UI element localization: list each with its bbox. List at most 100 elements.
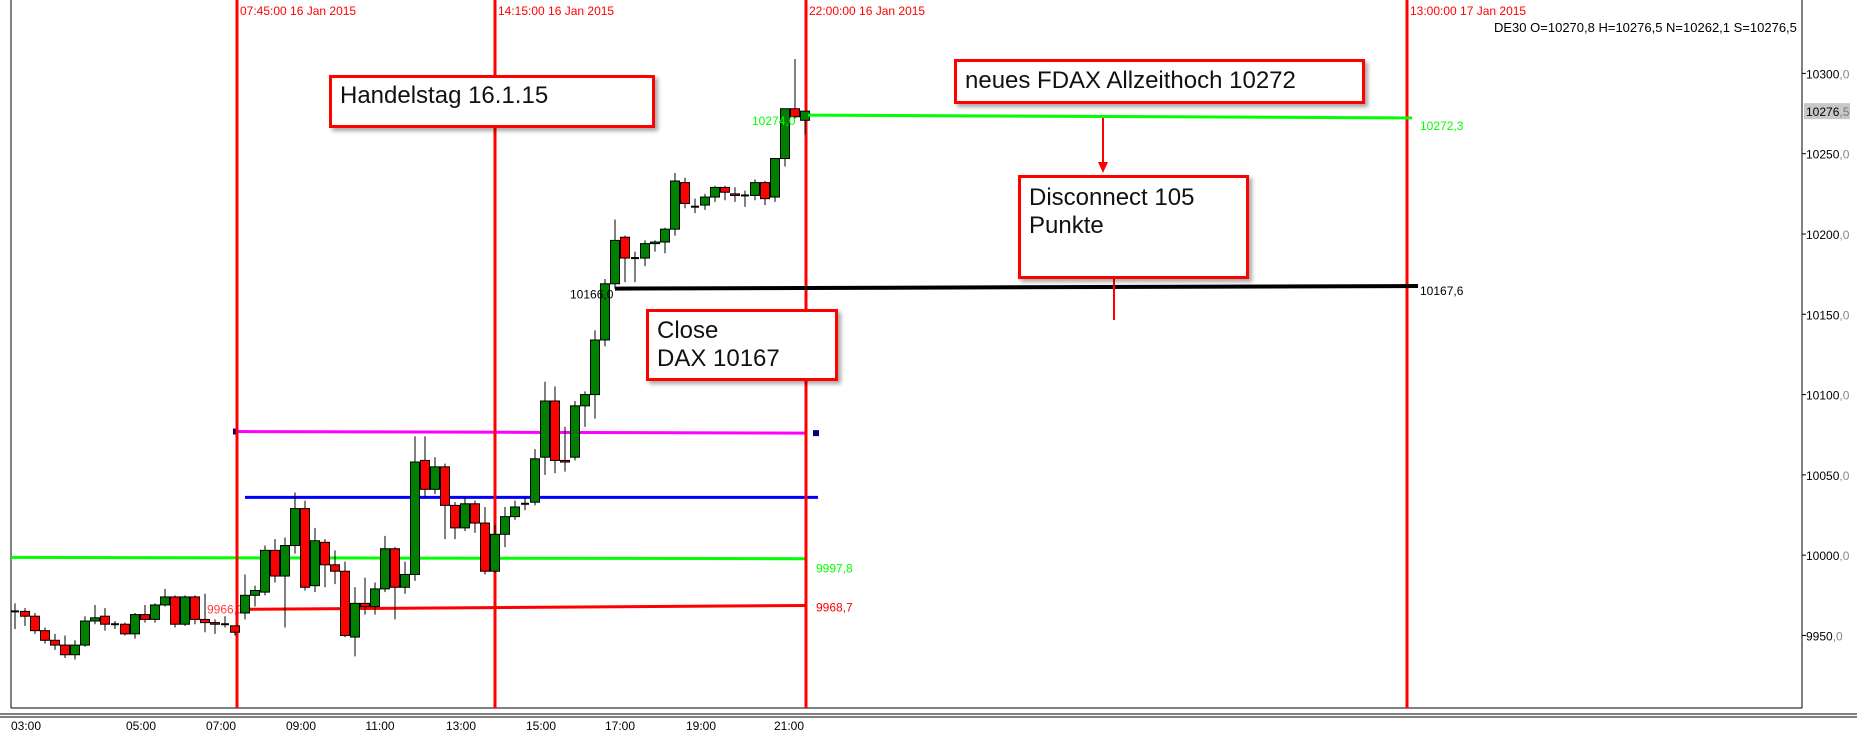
candle-up [670,180,680,230]
y-tick-label: 10250,0 [1806,148,1850,162]
annotation-text-line1: Close [657,317,719,344]
candle-up [410,461,420,575]
candle-down [120,623,130,635]
candle-up [130,614,140,635]
candle-up [610,239,620,285]
candle-up [570,405,580,458]
candle-up [600,283,610,341]
candle-up [400,573,410,588]
candle-down [560,459,570,463]
level-label: 9997,8 [816,562,853,576]
candle-up [250,590,260,596]
candle-down [50,639,60,646]
candle-up [80,620,90,646]
candle-down [390,548,400,588]
y-tick-label: 10050,0 [1806,469,1850,483]
x-tick-label: 13:00 [446,719,476,733]
candle-up [90,617,100,622]
candle-up [290,508,300,547]
annotation-close[interactable]: Close DAX 10167 [646,309,838,381]
candle-up [530,458,540,503]
current-price-label: 10276,5 [1806,105,1850,119]
candle-up [580,394,590,407]
candle-up [710,186,720,198]
candle-down [40,630,50,641]
candle-up [590,339,600,396]
annotation-disconnect[interactable]: Disconnect 105 Punkte [1018,175,1249,279]
current-price-badge [1804,103,1850,120]
vline-label-3: 13:00:00 17 Jan 2015 [1410,4,1527,18]
candle-down [340,570,350,636]
annotation-text: Handelstag 16.1.15 [340,82,549,109]
vline-label-0: 07:45:00 16 Jan 2015 [240,4,357,18]
candle-up [750,182,760,196]
level-start-label: 10274,0 [752,114,796,128]
x-tick-label: 19:00 [686,719,716,733]
candle-down [20,610,30,617]
candle-down [330,564,340,572]
candle-down [790,108,800,118]
ohlc-values: O=10270,8 H=10276,5 N=10262,1 S=10276,5 [1530,20,1797,35]
candle-up [780,108,790,160]
ohlc-header: DE30 O=10270,8 H=10276,5 N=10262,1 S=102… [1494,20,1797,35]
candle-down [760,182,770,200]
annotation-text-line2: Punkte [1029,212,1104,239]
candle-down [440,466,450,506]
candle-up [660,228,670,243]
candle-up [640,243,650,259]
arrow-down-icon [1098,162,1108,173]
candle-down [450,504,460,529]
y-tick-label: 10150,0 [1806,308,1850,322]
candle-up [310,540,320,587]
x-tick-label: 15:00 [526,719,556,733]
candle-up [700,196,710,206]
candle-up [370,588,380,608]
candle-down [60,644,70,656]
candle-up [280,545,290,577]
x-tick-label: 09:00 [286,719,316,733]
candle-up [160,596,170,606]
level-close [614,284,1419,291]
candle-down [210,622,220,625]
candle-down [680,182,690,204]
annotation-text-line1: Disconnect 105 [1029,184,1195,211]
x-tick-label: 17:00 [605,719,635,733]
y-tick-label: 9950,0 [1806,629,1843,643]
candle-down [200,618,210,624]
candle-up [180,596,190,625]
candle-up [260,549,270,593]
candle-down [100,615,110,625]
candle-down [360,602,370,608]
candle-up [380,548,390,590]
annotation-allzeithoch[interactable]: neues FDAX Allzeithoch 10272 [954,59,1365,104]
candle-down [190,596,200,620]
x-tick-label: 21:00 [774,719,804,733]
level-green-lower [10,555,807,561]
candle-down [300,508,310,588]
candle-up [430,466,440,490]
candle-down [550,400,560,461]
candle-up [650,241,660,245]
level-label: 9968,7 [816,600,853,614]
symbol: DE30 [1494,20,1527,35]
candle-down [320,541,330,566]
candle-up [150,604,160,620]
candle-down [170,596,180,625]
candle-up [490,533,500,572]
level-label: 10167,6 [1420,284,1464,298]
candle-up [510,506,520,518]
vline-label-2: 22:00:00 16 Jan 2015 [809,4,926,18]
level-red [239,603,807,611]
y-tick-label: 10100,0 [1806,389,1850,403]
candle-down [480,522,490,572]
candle-up [70,644,80,656]
candle-down [30,615,40,632]
level-magenta [236,430,807,435]
candle-down [420,459,430,490]
level-handle [813,430,819,437]
level-label: 10272,3 [1420,119,1464,133]
candle-down [620,236,630,259]
candle-up [350,602,360,638]
level-green-upper [807,113,1413,120]
annotation-handelstag[interactable]: Handelstag 16.1.15 [329,75,655,128]
